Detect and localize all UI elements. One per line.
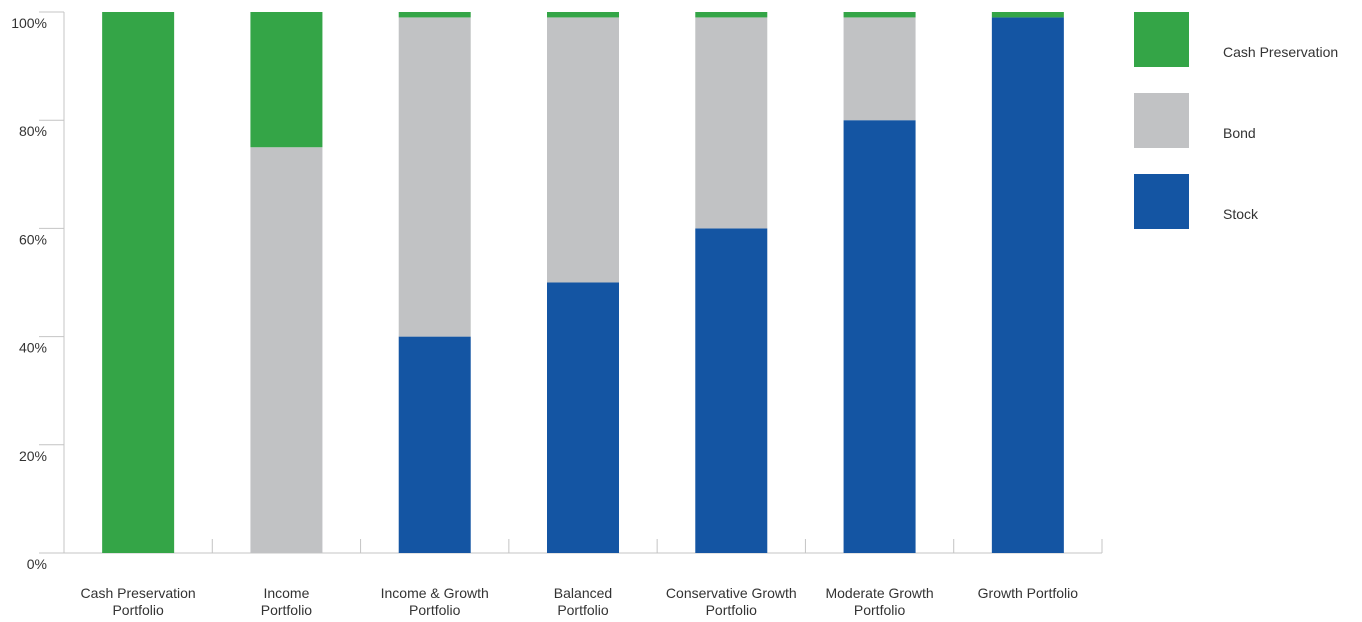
y-tick-label: 100% <box>11 15 47 31</box>
bar-segment-stock <box>991 17 1064 554</box>
bar-segment-cash-preservation <box>250 12 323 148</box>
x-category-label: Conservative Growth Portfolio <box>666 585 797 618</box>
bar-segment-cash-preservation <box>991 12 1064 18</box>
bar-segment-bond <box>695 17 768 229</box>
bar-segment-stock <box>547 282 619 553</box>
bar-segment-stock <box>695 228 768 553</box>
bar-segment-cash-preservation <box>547 12 619 18</box>
x-category-label: Balanced Portfolio <box>554 585 612 618</box>
bar-segment-bond <box>250 147 323 553</box>
bar-segment-cash-preservation <box>398 12 471 18</box>
legend-label: Stock <box>1223 206 1259 222</box>
x-axis: Cash Preservation Portfolio Income Portfoli… <box>63 539 1103 618</box>
y-tick-label: 80% <box>19 123 47 139</box>
bar-segment-bond <box>843 17 916 121</box>
y-tick-label: 60% <box>19 231 47 247</box>
legend-label: Cash Preservation <box>1223 44 1338 60</box>
y-tick-label: 0% <box>27 556 47 572</box>
legend-swatch <box>1134 12 1189 67</box>
bar-segment-cash-preservation <box>695 12 768 18</box>
legend: Cash Preservation Bond Stock <box>1134 12 1338 229</box>
x-category-label: Moderate Growth Portfolio <box>825 585 933 618</box>
bar-segment-bond <box>547 17 619 283</box>
legend-label: Bond <box>1223 125 1256 141</box>
bar-segment-bond <box>398 17 471 337</box>
y-tick-label: 40% <box>19 340 47 356</box>
x-category-label: Income & Growth Portfolio <box>381 585 489 618</box>
legend-swatch <box>1134 174 1189 229</box>
legend-swatch <box>1134 93 1189 148</box>
bars <box>102 12 1064 554</box>
x-category-label: Growth Portfolio <box>978 585 1079 601</box>
y-tick-label: 20% <box>19 448 47 464</box>
bar-segment-stock <box>843 120 916 553</box>
bar-segment-stock <box>398 336 471 553</box>
y-axis: 0% 20% 40% 60% 80% 100% <box>11 11 65 572</box>
bar-segment-cash-preservation <box>843 12 916 18</box>
bar-segment-cash-preservation <box>102 12 175 553</box>
x-category-label: Cash Preservation Portfolio <box>81 585 196 618</box>
x-category-label: Income Portfolio <box>261 585 313 618</box>
